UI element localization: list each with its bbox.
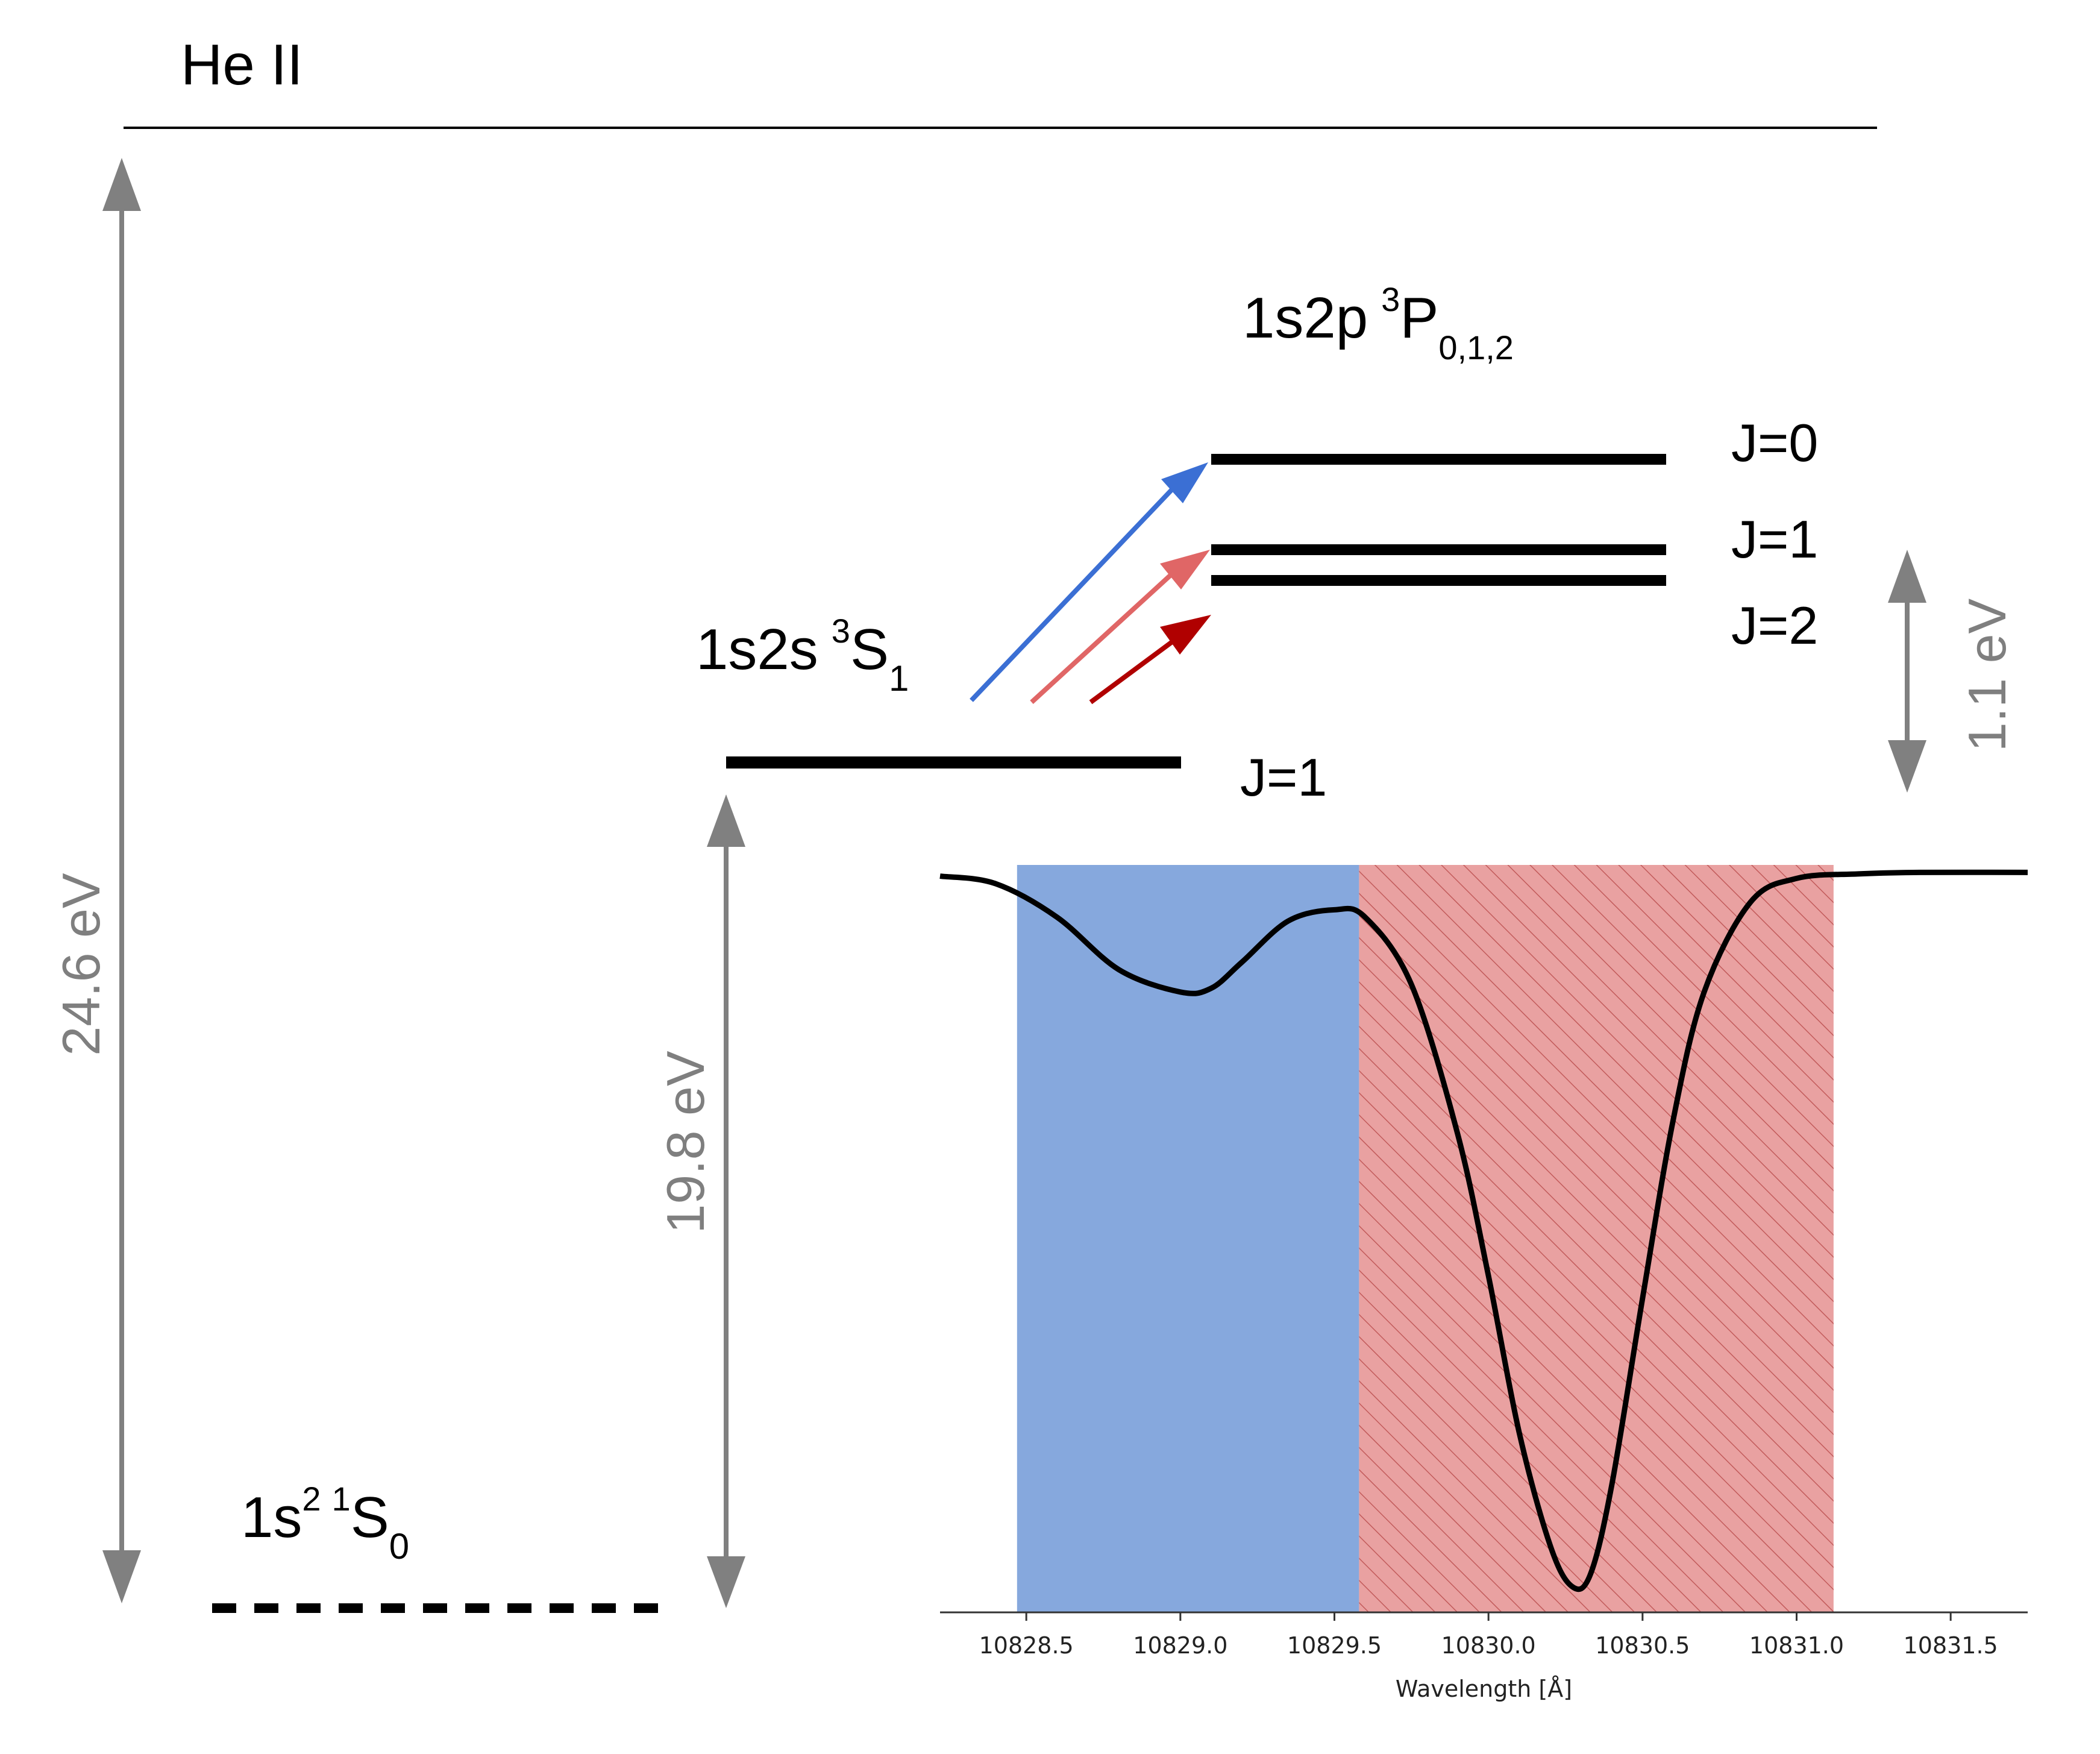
fine-structure-arrow: [1888, 550, 1926, 793]
spectrum-inset: 10828.5 10829.0 10829.5 10830.0 10830.5 10831…: [939, 865, 2028, 1702]
x-tick-label: 10831.5: [1904, 1632, 1998, 1659]
red-band-hatching: [1359, 865, 1834, 1612]
transition-arrow-j2: [1089, 615, 1211, 705]
x-tick-label: 10830.0: [1441, 1632, 1536, 1659]
metastable-energy-label: 19.8 eV: [656, 1051, 715, 1234]
metastable-energy-arrow: [707, 794, 745, 1608]
metastable-j-label: J=1: [1240, 747, 1327, 807]
x-axis-label: Wavelength [Å]: [1396, 1676, 1572, 1702]
x-tick-label: 10829.5: [1287, 1632, 1382, 1659]
fine-structure-label: 1.1 eV: [1957, 598, 2017, 752]
ionization-energy-arrow: [102, 158, 141, 1603]
x-tick-label: 10830.5: [1595, 1632, 1690, 1659]
x-tick-label: 10831.0: [1749, 1632, 1844, 1659]
metastable-level-label: 1s2s 3S1: [696, 612, 909, 699]
ionization-energy-label: 24.6 eV: [51, 873, 111, 1056]
absorption-profile-line: [939, 869, 2028, 1592]
j2-label: J=2: [1731, 596, 1818, 655]
j0-label: J=0: [1731, 413, 1818, 473]
transition-arrow-j0: [970, 462, 1208, 702]
ground-level-label: 1s2 1S0: [241, 1480, 409, 1567]
transition-arrow-j1: [1030, 550, 1210, 704]
upper-level-label: 1s2p 3P0,1,2: [1243, 280, 1514, 366]
blue-wavelength-band: [1017, 865, 1359, 1612]
j1-label: J=1: [1731, 509, 1818, 569]
x-tick-label: 10829.0: [1133, 1632, 1227, 1659]
x-tick-label: 10828.5: [979, 1632, 1074, 1659]
title: He II: [181, 33, 303, 97]
